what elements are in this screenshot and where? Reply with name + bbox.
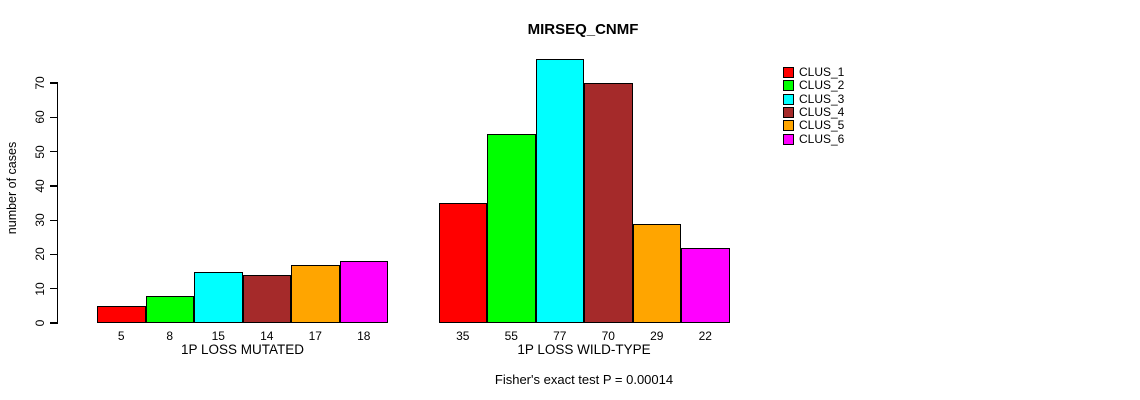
bar-clus_6-mutated — [339, 261, 388, 323]
bar-clus_4-mutated — [242, 275, 291, 323]
bar-value-label: 55 — [504, 329, 518, 343]
y-axis-tick — [50, 150, 57, 153]
legend-swatch-icon — [783, 133, 794, 145]
bar-value-label: 15 — [211, 329, 225, 343]
fisher-test-annotation: Fisher's exact test P = 0.00014 — [494, 372, 674, 387]
legend-label: CLUS_4 — [799, 104, 845, 119]
bar-clus_4-wildtype — [584, 83, 633, 323]
bar-value-label: 14 — [260, 329, 274, 343]
y-axis-tick-label: 50 — [33, 144, 47, 159]
legend-swatch-icon — [783, 120, 794, 132]
legend-label: CLUS_3 — [799, 91, 845, 106]
bar-value-label: 77 — [553, 329, 567, 343]
y-axis-tick — [50, 219, 57, 221]
y-axis-tick-label: 60 — [33, 110, 47, 124]
legend-label: CLUS_2 — [799, 78, 845, 93]
y-axis-tick — [50, 253, 57, 256]
legend-swatch-icon — [783, 106, 794, 118]
bar-clus_5-mutated — [291, 264, 340, 323]
legend-item-clus_4: CLUS_4 — [783, 104, 845, 119]
y-axis-tick — [50, 82, 57, 84]
y-axis-title: number of cases — [5, 141, 19, 235]
y-axis-tick-label: 40 — [33, 179, 47, 193]
legend-item-clus_5: CLUS_5 — [783, 119, 844, 132]
x-group-label: 1P LOSS MUTATED — [180, 342, 305, 357]
y-axis-tick-label: 20 — [33, 247, 47, 262]
y-axis-line — [57, 82, 59, 324]
bar-clus_1-mutated — [97, 305, 146, 323]
legend-item-clus_3: CLUS_3 — [783, 91, 845, 106]
bar-value-label: 29 — [650, 329, 664, 343]
y-axis-tick-label: 0 — [33, 319, 47, 327]
bar-value-label: 35 — [456, 329, 470, 343]
bar-clus_3-mutated — [194, 271, 243, 323]
legend-label: CLUS_1 — [799, 65, 845, 79]
y-axis-tick — [50, 116, 57, 118]
bar-clus_3-wildtype — [535, 59, 584, 323]
legend-item-clus_1: CLUS_1 — [783, 66, 844, 79]
bar-value-label: 18 — [357, 329, 371, 343]
y-axis-tick — [50, 185, 57, 187]
legend-swatch-icon — [783, 67, 794, 78]
legend-label: CLUS_5 — [799, 118, 845, 133]
legend-item-clus_6: CLUS_6 — [783, 131, 845, 146]
bar-clus_1-wildtype — [438, 203, 487, 323]
x-group-label: 1P LOSS WILD-TYPE — [517, 342, 651, 357]
legend-swatch-icon — [783, 93, 794, 105]
bar-clus_2-mutated — [145, 295, 194, 323]
legend-item-clus_2: CLUS_2 — [783, 79, 844, 92]
bar-clus_2-wildtype — [487, 134, 536, 323]
y-axis-tick-label: 10 — [33, 282, 47, 296]
bar-value-label: 22 — [698, 329, 712, 343]
chart-title: MIRSEQ_CNMF — [527, 21, 639, 38]
y-axis-tick-label: 70 — [33, 76, 47, 90]
bar-clus_6-wildtype — [681, 247, 730, 323]
bar-value-label: 8 — [166, 329, 174, 343]
y-axis-tick-label: 30 — [33, 213, 47, 227]
bar-value-label: 70 — [601, 329, 615, 343]
y-axis-tick — [50, 322, 57, 324]
y-axis-tick — [50, 288, 57, 290]
bar-clus_5-wildtype — [632, 223, 681, 323]
bar-value-label: 5 — [117, 329, 125, 343]
legend-swatch-icon — [783, 80, 794, 92]
bar-value-label: 17 — [308, 329, 322, 343]
legend-label: CLUS_6 — [799, 131, 845, 146]
